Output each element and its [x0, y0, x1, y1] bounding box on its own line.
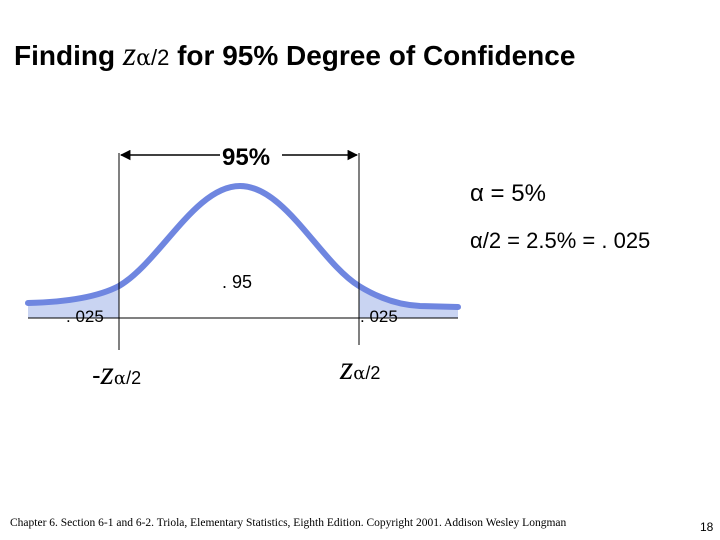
title-z-symbol: z [122, 36, 137, 73]
confidence-percent-label: 95% [222, 144, 271, 171]
alpha-symbol: α [353, 363, 366, 384]
z-symbol: z [340, 350, 354, 387]
page-title: Finding zα/2 for 95% Degree of Confidenc… [14, 36, 575, 74]
center-area-label: . 95 [222, 272, 253, 292]
alpha-value-label: α = 5% [470, 180, 546, 207]
footer-citation: Chapter 6. Section 6-1 and 6-2. Triola, … [10, 517, 567, 529]
right-tail-area [359, 286, 458, 318]
positive-critical-value-label: zα/2 [340, 350, 380, 388]
z-symbol: z [100, 355, 114, 392]
subscript: /2 [365, 363, 381, 383]
left-tail-label: . 025 [66, 307, 104, 326]
minus-sign: - [92, 360, 101, 390]
right-tail-label: . 025 [360, 307, 398, 326]
negative-critical-value-label: -zα/2 [92, 355, 141, 393]
alpha-half-label: α/2 = 2.5% = . 025 [470, 228, 651, 253]
subscript: /2 [126, 368, 142, 388]
title-subscript: /2 [150, 45, 170, 70]
title-alpha-symbol: α [136, 46, 151, 71]
title-prefix: Finding [14, 40, 123, 71]
bell-curve [25, 182, 461, 310]
title-suffix: for 95% Degree of Confidence [169, 40, 576, 71]
page-number: 18 [700, 520, 714, 534]
alpha-symbol: α [113, 368, 127, 389]
